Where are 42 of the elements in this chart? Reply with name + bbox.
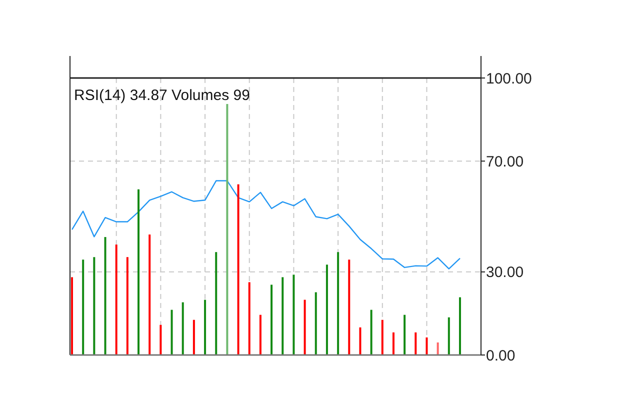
bar <box>359 327 362 355</box>
bar <box>426 337 428 355</box>
bar <box>436 342 439 355</box>
bar <box>138 189 140 355</box>
bar <box>93 257 96 355</box>
bar <box>314 292 317 355</box>
bar <box>381 320 384 355</box>
y-tick-label: 70.00 <box>486 153 524 170</box>
bar <box>304 300 306 355</box>
bar <box>226 104 228 355</box>
bar <box>404 314 406 355</box>
bar <box>160 324 162 355</box>
bar <box>392 332 394 355</box>
text: RSI(14) 34.87 Volumes 99 <box>74 87 250 104</box>
bar <box>148 234 151 355</box>
y-tick-label: 30.00 <box>486 264 524 282</box>
bar <box>259 314 262 355</box>
bar <box>270 284 273 355</box>
bar <box>292 274 295 355</box>
bar <box>282 277 284 355</box>
bar <box>192 320 195 355</box>
bar <box>126 257 128 355</box>
y-tick-label: 100.00 <box>486 70 532 88</box>
bar <box>248 282 250 355</box>
bar <box>326 264 328 355</box>
bar <box>337 252 340 355</box>
bar <box>414 332 417 355</box>
bar <box>237 184 240 355</box>
bar <box>348 260 350 355</box>
bar <box>182 302 184 355</box>
bar <box>370 310 372 355</box>
bar <box>459 297 461 355</box>
bar <box>71 277 73 355</box>
bar <box>170 310 173 355</box>
bar <box>115 244 118 355</box>
bar <box>104 237 106 355</box>
bar <box>82 260 84 355</box>
line-series <box>71 180 461 270</box>
bar <box>448 317 450 355</box>
y-tick-label: 0.00 <box>486 347 516 364</box>
bar <box>204 300 206 355</box>
bar <box>215 252 218 355</box>
